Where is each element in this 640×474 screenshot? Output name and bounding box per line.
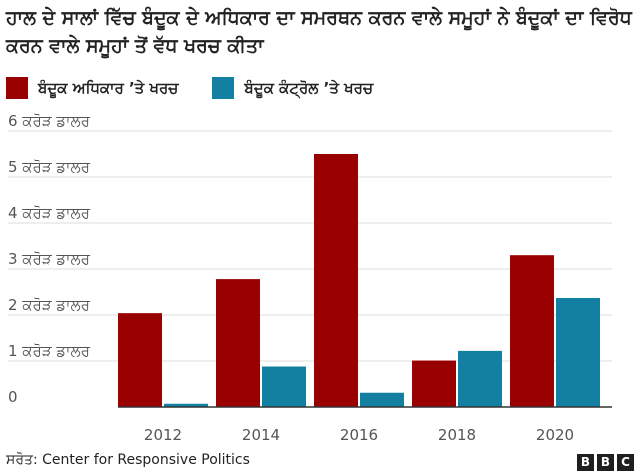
bar [360, 392, 404, 407]
source-note: ਸਰੋਤ: Center for Responsive Politics [6, 452, 250, 468]
legend-label-gun-rights: ਬੰਦੂਕ ਅਧਿਕਾਰ ’ਤੇ ਖਰਚ [38, 79, 179, 97]
legend-swatch-gun-control [212, 77, 235, 99]
legend-label-gun-control: ਬੰਦੂਕ ਕੰਟ੍ਰੋਲ ’ਤੇ ਖਰਚ [244, 79, 374, 97]
x-tick-label: 2014 [242, 426, 280, 444]
x-tick-label: 2018 [438, 426, 476, 444]
legend-swatch-gun-rights [6, 77, 28, 99]
legend: ਬੰਦੂਕ ਅਧਿਕਾਰ ’ਤੇ ਖਰਚ ਬੰਦੂਕ ਕੰਟ੍ਰੋਲ ’ਤੇ ਖ… [6, 76, 407, 100]
bar [412, 360, 456, 407]
bar [262, 366, 306, 407]
y-tick-label: 2 ਕਰੋੜ ਡਾਲਰ [8, 296, 91, 314]
x-tick-label: 2020 [536, 426, 574, 444]
bbc-logo-letter: B [577, 454, 594, 471]
y-tick-label: 6 ਕਰੋੜ ਡਾਲਰ [8, 112, 91, 130]
bbc-logo-letter: B [597, 454, 614, 471]
y-tick-label: 4 ਕਰੋੜ ਡਾਲਰ [8, 204, 91, 222]
bar [118, 313, 162, 407]
bar [216, 279, 260, 407]
x-tick-label: 2012 [144, 426, 182, 444]
bar [314, 154, 358, 407]
legend-item-gun-rights: ਬੰਦੂਕ ਅਧਿਕਾਰ ’ਤੇ ਖਰਚ [6, 77, 178, 99]
bbc-logo: B B C [574, 454, 634, 471]
bbc-logo-letter: C [617, 454, 634, 471]
bar [458, 350, 502, 407]
bar [164, 403, 208, 407]
bar [556, 297, 600, 407]
chart-title: ਹਾਲ ਦੇ ਸਾਲਾਂ ਵਿੱਚ ਬੰਦੂਕ ਦੇ ਅਧਿਕਾਰ ਦਾ ਸਮਰ… [6, 7, 632, 57]
y-tick-label: 3 ਕਰੋੜ ਡਾਲਰ [8, 250, 91, 268]
y-tick-label: 5 ਕਰੋੜ ਡਾਲਰ [8, 158, 91, 176]
x-tick-label: 2016 [340, 426, 378, 444]
y-tick-label: 0 [8, 388, 18, 406]
bar [510, 255, 554, 407]
legend-item-gun-control: ਬੰਦੂਕ ਕੰਟ੍ਰੋਲ ’ਤੇ ਖਰਚ [212, 77, 373, 99]
y-tick-label: 1 ਕਰੋੜ ਡਾਲਰ [8, 342, 91, 360]
